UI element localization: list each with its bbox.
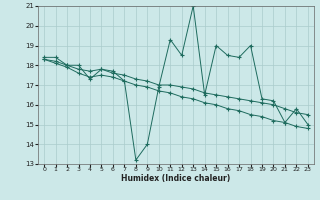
X-axis label: Humidex (Indice chaleur): Humidex (Indice chaleur) <box>121 174 231 183</box>
